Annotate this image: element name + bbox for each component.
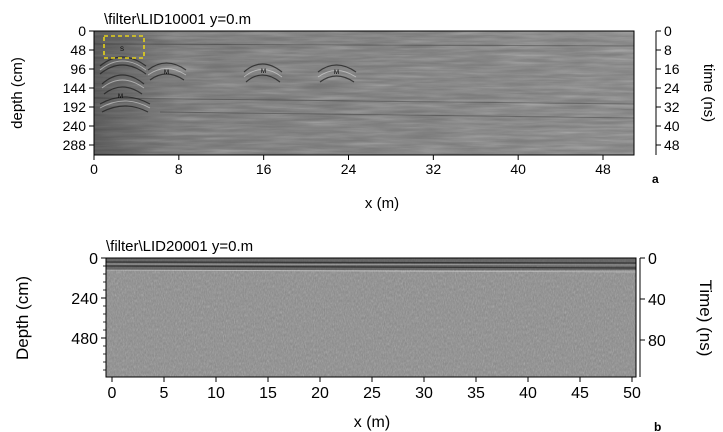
panel-a-x-tick-label: 0 xyxy=(90,161,98,177)
panel-a-time-tick-label: 32 xyxy=(664,99,680,115)
panel-b-depth-ticks: 0 240 480 xyxy=(71,251,106,371)
panel-b-xlabel: x (m) xyxy=(354,414,390,431)
panel-a-x-ticks: 0 8 16 24 32 40 48 xyxy=(90,155,611,177)
panel-b-x-tick-label: 0 xyxy=(108,385,117,402)
panel-a-x-tick-label: 48 xyxy=(595,161,611,177)
annotation-m: M xyxy=(118,94,123,100)
panel-a-ylabel-left: depth (cm) xyxy=(9,57,26,129)
panel-b-ylabel-left: Depth (cm) xyxy=(13,276,32,360)
panel-b-x-tick-label: 45 xyxy=(571,385,589,402)
panel-b-x-tick-label: 30 xyxy=(415,385,433,402)
panel-b-x-tick-label: 5 xyxy=(160,385,169,402)
panel-a-x-tick-label: 24 xyxy=(341,161,357,177)
panel-b-title: \filter\LID20001 y=0.m xyxy=(106,238,253,255)
panel-a-depth-tick-label: 288 xyxy=(63,137,87,153)
panel-a-time-tick-label: 40 xyxy=(664,118,680,134)
panel-b: \filter\LID20001 y=0.m 0 5 10 15 20 25 30 35 40 4… xyxy=(13,238,715,432)
panel-a-x-tick-label: 40 xyxy=(510,161,526,177)
panel-b-time-tick-label: 40 xyxy=(648,292,666,309)
panel-b-x-tick-label: 10 xyxy=(207,385,225,402)
annotation-m: M xyxy=(261,69,266,75)
panel-a-time-tick-label: 0 xyxy=(664,23,672,39)
annotation-m: M xyxy=(164,70,169,76)
panel-a-radargram xyxy=(93,31,635,155)
panel-b-depth-tick-label: 0 xyxy=(89,251,98,268)
panel-b-time-tick-label: 80 xyxy=(648,333,666,350)
panel-a-ylabel-right: time (ns) xyxy=(700,64,717,122)
panel-b-time-tick-label: 0 xyxy=(648,251,657,268)
panel-b-ylabel-right: Time) (ns) xyxy=(696,280,715,357)
panel-b-x-tick-label: 35 xyxy=(467,385,485,402)
panel-b-x-tick-label: 20 xyxy=(311,385,329,402)
panel-a-depth-tick-label: 96 xyxy=(70,61,86,77)
panel-a-depth-ticks: 0 48 96 144 192 240 288 xyxy=(63,23,94,153)
panel-b-x-tick-label: 25 xyxy=(363,385,381,402)
panel-a-xlabel: x (m) xyxy=(365,195,399,212)
annotation-s: S xyxy=(120,47,124,53)
panel-a-label: a xyxy=(652,172,659,186)
panel-a-depth-tick-label: 192 xyxy=(63,99,87,115)
panel-b-time-ticks: 0 40 80 xyxy=(640,251,666,350)
panel-a-time-tick-label: 8 xyxy=(664,42,672,58)
panel-b-x-tick-label: 50 xyxy=(623,385,641,402)
panel-a-time-tick-label: 16 xyxy=(664,61,680,77)
panel-b-x-ticks: 0 5 10 15 20 25 30 35 40 45 50 xyxy=(108,377,641,402)
selection-box-s xyxy=(103,35,145,59)
panel-b-depth-tick-label: 480 xyxy=(71,331,98,348)
panel-a-time-ticks: 0 8 16 24 32 40 48 xyxy=(656,23,680,153)
panel-a-title: \filter\LID10001 y=0.m xyxy=(104,11,251,28)
panel-a: \filter\LID10001 y=0.m xyxy=(9,11,717,212)
panel-a-time-tick-label: 48 xyxy=(664,137,680,153)
panel-a-time-tick-label: 24 xyxy=(664,80,680,96)
panel-b-x-tick-label: 15 xyxy=(259,385,277,402)
panel-b-label: b xyxy=(654,420,661,432)
panel-b-x-tick-label: 40 xyxy=(519,385,537,402)
panel-a-x-tick-label: 32 xyxy=(426,161,442,177)
panel-a-x-tick-label: 16 xyxy=(256,161,272,177)
panel-a-x-tick-label: 8 xyxy=(175,161,183,177)
panel-b-depth-tick-label: 240 xyxy=(71,291,98,308)
panel-a-depth-tick-label: 240 xyxy=(63,118,87,134)
annotation-m: M xyxy=(334,70,339,76)
panel-a-depth-tick-label: 144 xyxy=(63,80,87,96)
panel-b-radargram xyxy=(105,258,637,377)
panel-a-depth-tick-label: 0 xyxy=(78,23,86,39)
panel-a-depth-tick-label: 48 xyxy=(70,42,86,58)
